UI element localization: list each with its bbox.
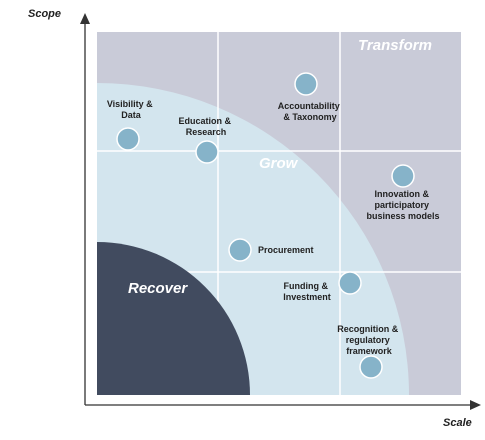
item-label-line: Funding &	[283, 281, 328, 291]
item-label: Accountability & Taxonomy	[278, 101, 343, 122]
item-label-line: Investment	[283, 292, 331, 302]
item-label: Visibility & Data	[107, 99, 155, 120]
zone-label-transform: Transform	[358, 37, 432, 54]
item-node	[359, 355, 383, 379]
item-label-line: Accountability	[278, 101, 340, 111]
x-axis-label: Scale	[443, 417, 472, 429]
zone-label-grow: Grow	[259, 155, 299, 172]
recover-zone	[97, 242, 250, 395]
zone-label-recover: Recover	[128, 280, 188, 297]
item-label-line: business models	[366, 211, 439, 221]
item-label-line: regulatory	[346, 335, 390, 345]
item-label: Innovation & participatory business mode…	[366, 189, 439, 221]
item-label-line: Education &	[178, 116, 231, 126]
item-procurement: Procurement	[228, 238, 314, 262]
item-node	[294, 72, 318, 96]
x-axis-arrow	[470, 400, 481, 410]
item-label-line: Visibility &	[107, 99, 153, 109]
item-visibility-data: Visibility & Data	[107, 99, 155, 151]
item-education-research: Education & Research	[178, 116, 233, 164]
y-axis-arrow	[80, 13, 90, 24]
item-label: Education & Research	[178, 116, 233, 137]
item-funding-investment: Funding & Investment	[283, 271, 362, 302]
item-node	[338, 271, 362, 295]
item-label-line: & Taxonomy	[283, 112, 336, 122]
item-node	[195, 140, 219, 164]
item-node	[116, 127, 140, 151]
item-node	[228, 238, 252, 262]
item-label-line: Research	[186, 127, 227, 137]
item-label-line: Data	[121, 110, 142, 120]
item-label-line: framework	[346, 346, 393, 356]
item-label: Procurement	[258, 245, 314, 255]
item-label-line: Recognition &	[337, 324, 398, 334]
item-node	[391, 164, 415, 188]
item-label-line: Procurement	[258, 245, 314, 255]
item-label: Recognition & regulatory framework	[337, 324, 401, 356]
y-axis-label: Scope	[28, 8, 61, 20]
item-label-line: Innovation &	[374, 189, 429, 199]
item-recognition-framework: Recognition & regulatory framework	[337, 324, 401, 379]
axes	[84, 22, 472, 406]
item-label-line: participatory	[374, 200, 429, 210]
item-innovation-models: Innovation & participatory business mode…	[366, 164, 440, 221]
item-accountability-taxonomy: Accountability & Taxonomy	[278, 72, 343, 122]
item-label: Funding & Investment	[283, 281, 331, 302]
